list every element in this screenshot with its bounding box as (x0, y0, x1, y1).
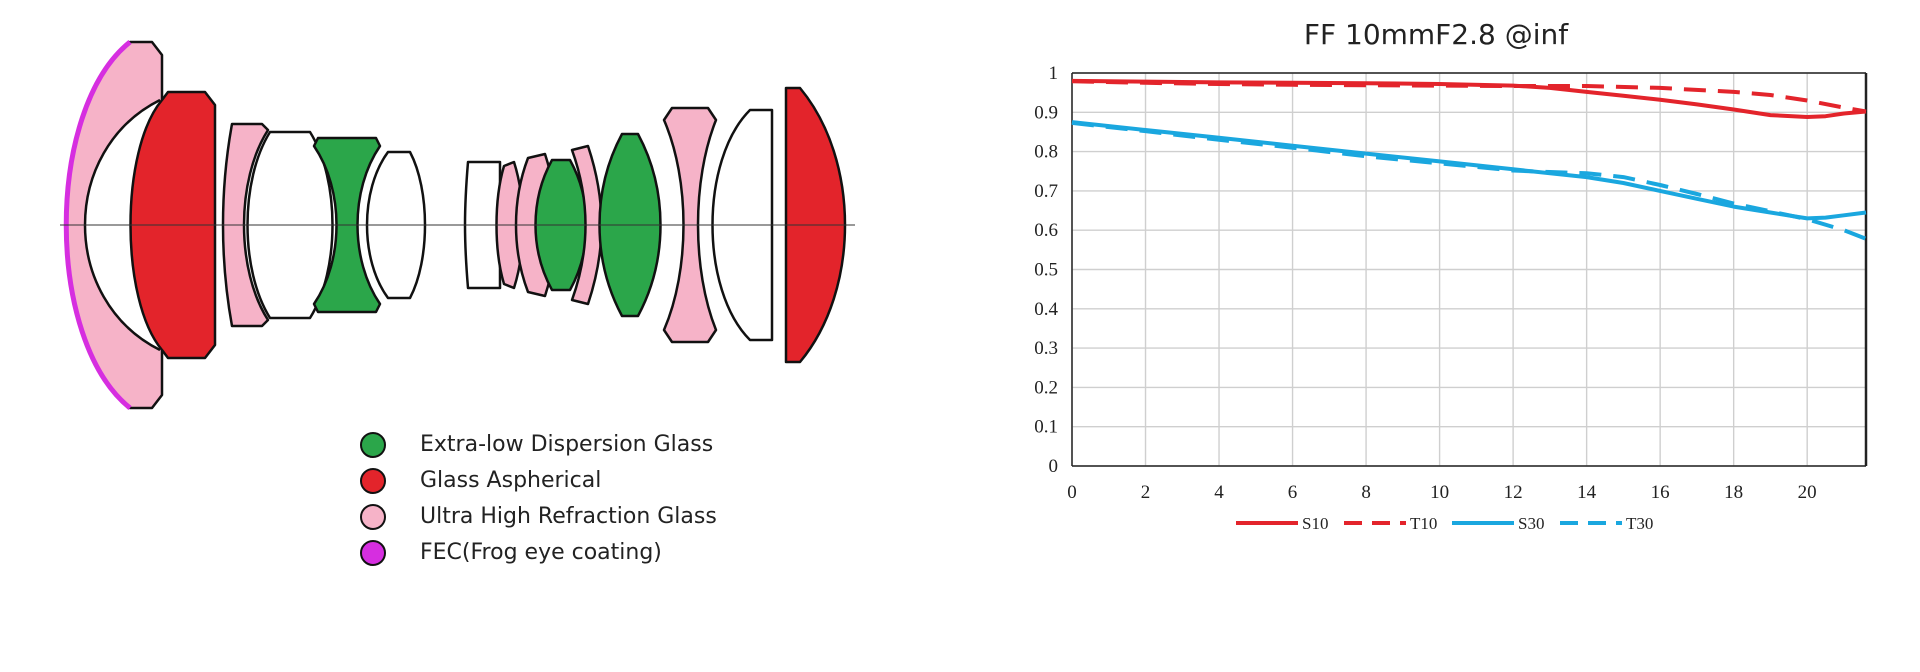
aspherical-glass-swatch-icon (360, 468, 386, 494)
y-tick-label: 0.5 (1034, 260, 1058, 281)
x-tick-label: 20 (1798, 482, 1817, 503)
x-tick-label: 6 (1288, 482, 1298, 503)
y-tick-label: 0.3 (1034, 338, 1058, 359)
x-tick-label: 2 (1141, 482, 1151, 503)
y-tick-label: 0.1 (1034, 417, 1058, 438)
y-tick-label: 0.8 (1034, 142, 1058, 163)
lens-element-3 (221, 122, 270, 328)
x-tick-label: 10 (1430, 482, 1449, 503)
legend-label-ed: Extra-low Dispersion Glass (420, 432, 714, 457)
legend-item-uhr: Ultra High Refraction Glass (360, 500, 780, 536)
chart-series (1071, 78, 1867, 241)
legend-item-aspherical: Glass Aspherical (360, 464, 780, 500)
series-line-s30 (1071, 120, 1867, 221)
x-tick-label: 8 (1361, 482, 1371, 503)
x-tick-label: 14 (1577, 482, 1597, 503)
legend-item-ed: Extra-low Dispersion Glass (360, 428, 780, 464)
y-tick-label: 1 (1049, 63, 1059, 84)
ed-glass-swatch-icon (360, 432, 386, 458)
series-line-t30 (1071, 120, 1867, 241)
y-tick-label: 0.2 (1034, 377, 1058, 398)
legend-label-t10: T10 (1410, 514, 1437, 533)
y-tick-label: 0.4 (1034, 299, 1058, 320)
chart-title: FF 10mmF2.8 @inf (1304, 18, 1569, 51)
legend-label-fec: FEC(Frog eye coating) (420, 540, 662, 565)
x-tick-label: 18 (1724, 482, 1743, 503)
chart-axes: 0 2 4 6 8 10 12 14 16 18 20 0 0.1 0.2 0.3 0.4 0.5 0.6 0.7 0… (1034, 63, 1868, 503)
glass-type-legend: Extra-low Dispersion Glass Glass Aspheri… (360, 428, 780, 570)
series-line-s10 (1071, 78, 1867, 119)
x-tick-label: 4 (1214, 482, 1224, 503)
mtf-chart: FF 10mmF2.8 @inf 0 2 4 6 8 10 12 14 16 18 20 0 0.1 0.… (1034, 18, 1868, 533)
fec-coating-swatch-icon (360, 540, 386, 566)
lens-construction-diagram (60, 40, 855, 410)
legend-label-t30: T30 (1626, 514, 1653, 533)
legend-label-aspherical: Glass Aspherical (420, 468, 602, 493)
y-tick-label: 0 (1049, 456, 1059, 477)
chart-legend: S10 T10 S30 T30 (1236, 514, 1653, 533)
legend-label-s30: S30 (1518, 514, 1544, 533)
x-tick-label: 12 (1504, 482, 1523, 503)
uhr-glass-swatch-icon (360, 504, 386, 530)
x-tick-label: 16 (1651, 482, 1670, 503)
legend-item-fec: FEC(Frog eye coating) (360, 536, 780, 570)
legend-label-s10: S10 (1302, 514, 1328, 533)
chart-grid (1071, 72, 1866, 467)
y-tick-label: 0.6 (1034, 220, 1058, 241)
legend-label-uhr: Ultra High Refraction Glass (420, 504, 717, 529)
x-tick-label: 0 (1067, 482, 1077, 503)
y-tick-label: 0.7 (1034, 181, 1058, 202)
y-tick-label: 0.9 (1034, 102, 1058, 123)
series-line-t10 (1071, 79, 1867, 114)
